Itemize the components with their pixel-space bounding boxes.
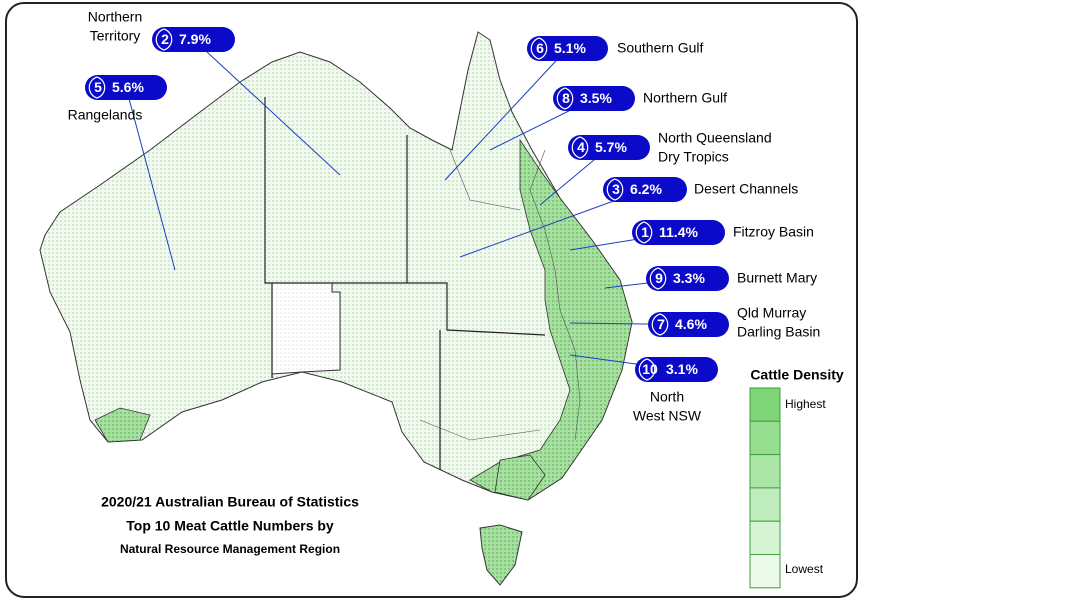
rank-circle [638,358,656,381]
region-name: North [650,389,684,405]
region-name: Fitzroy Basin [733,224,814,240]
rank: 3 [612,181,620,197]
share: 3.3% [673,270,705,286]
rank-circle [649,267,667,290]
share: 5.1% [554,40,586,56]
legend-box [749,554,781,589]
share: 3.1% [666,361,698,377]
rank: 2 [161,31,169,47]
rank-circle [155,28,173,51]
region-name: Qld Murray [737,305,806,321]
title-line: Natural Resource Management Region [120,542,340,556]
leader-line [193,39,341,176]
region-name: Dry Tropics [658,149,729,165]
rank-circle [635,221,653,244]
rank-circle [651,313,669,336]
rank-circle [606,178,624,201]
rank: 1 [641,224,649,240]
rank-circle [530,37,548,60]
mainland [39,31,633,586]
title-line: 2020/21 Australian Bureau of Statistics [101,494,359,510]
region-name: West NSW [633,408,702,424]
legend-box [749,520,781,556]
rank: 8 [562,90,570,106]
region-callout: 4 5.7% [539,135,650,206]
region-callout: 3 6.2% [459,177,687,258]
rank: 5 [94,79,102,95]
legend-title: Cattle Density [750,367,844,383]
region-name: Burnett Mary [737,270,817,286]
rank-circle [556,87,574,110]
legend-box [749,387,781,422]
region-callout: 10 3.1% [569,354,718,382]
region-name: Southern Gulf [617,40,703,56]
callout-pill [646,266,729,291]
share: 4.6% [675,316,707,332]
leader-line [125,87,176,271]
share: 7.9% [179,31,211,47]
region-name: Rangelands [68,107,143,123]
region-callout: 8 3.5% [489,86,635,151]
region-callout: 2 7.9% [152,27,341,176]
callout-pill [603,177,687,202]
share: 5.6% [112,79,144,95]
rank: 6 [536,40,544,56]
legend [749,387,781,589]
leader-line [444,48,568,181]
legend-low: Lowest [785,562,824,576]
callout-pill [648,312,729,337]
legend-box [749,420,781,456]
share: 6.2% [630,181,662,197]
legend-box [749,454,781,489]
legend-high: Highest [785,397,826,411]
region-name: North Queensland [658,130,772,146]
callout-pill [635,357,718,382]
share: 11.4% [659,224,698,240]
callout-pill [568,135,650,160]
region-callout: 5 5.6% [85,75,176,271]
region-name: Northern [88,9,142,25]
region-callout: 9 3.3% [604,266,729,291]
rank-circle [571,136,589,159]
callout-pill [553,86,635,111]
share: 5.7% [595,139,627,155]
region-name: Desert Channels [694,181,798,197]
region-callout: 7 4.6% [569,312,729,337]
region-name: Northern Gulf [643,90,727,106]
legend-box [749,487,781,522]
callout-pill [152,27,235,52]
region-name: Darling Basin [737,324,820,340]
share: 3.5% [580,90,612,106]
rank: 9 [655,270,663,286]
region-name: Territory [90,28,141,44]
rank: 10 [642,361,658,377]
region-callout: 6 5.1% [444,36,608,181]
region-callout: 1 11.4% [569,220,725,251]
callout-pill [632,220,725,245]
callout-pill [85,75,167,100]
rank-circle [88,76,106,99]
rank: 7 [657,316,665,332]
callout-pill [527,36,608,61]
rank: 4 [577,139,585,155]
title-line: Top 10 Meat Cattle Numbers by [126,518,334,534]
